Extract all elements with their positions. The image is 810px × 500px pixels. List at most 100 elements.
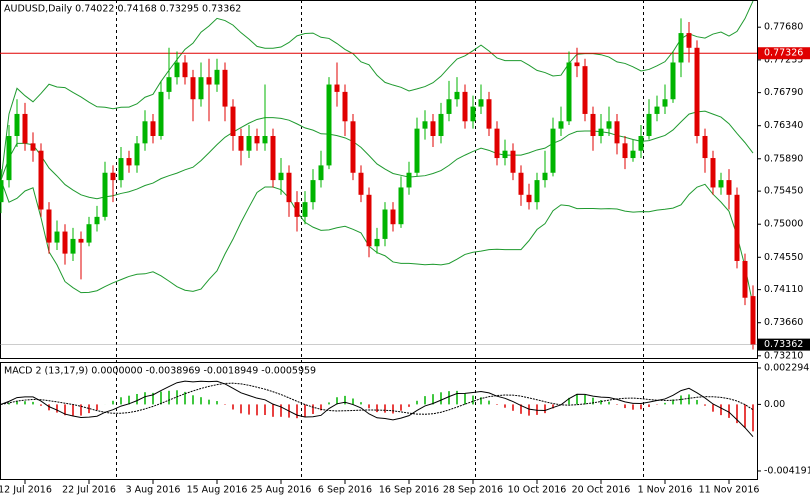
candle-body bbox=[382, 209, 388, 239]
candle-body bbox=[662, 99, 668, 107]
candle-body bbox=[646, 113, 652, 136]
x-tick-label: 15 Aug 2016 bbox=[187, 485, 248, 496]
candle-body bbox=[542, 172, 548, 181]
candle-body bbox=[606, 121, 612, 129]
candle-body bbox=[518, 172, 524, 195]
candle-body bbox=[446, 99, 452, 114]
candle-body bbox=[414, 128, 420, 173]
candle-body bbox=[310, 180, 316, 203]
candle-body bbox=[590, 113, 596, 136]
candle-body bbox=[118, 158, 124, 181]
y-tick-label: 0.75890 bbox=[764, 153, 803, 164]
candle-body bbox=[182, 62, 188, 78]
bollinger-band bbox=[0, 0, 754, 181]
x-tick-label: 28 Sep 2016 bbox=[443, 485, 503, 496]
candle-body bbox=[438, 113, 444, 136]
candle-body bbox=[46, 209, 52, 243]
bollinger-band bbox=[0, 110, 754, 200]
candle-body bbox=[294, 202, 300, 217]
x-tick-label: 16 Sep 2016 bbox=[379, 485, 439, 496]
x-tick-label: 12 Jul 2016 bbox=[0, 485, 52, 496]
candle-body bbox=[246, 135, 252, 151]
x-tick-label: 10 Oct 2016 bbox=[508, 485, 567, 496]
y2-tick-label: 0.002294 bbox=[764, 362, 809, 373]
candle-body bbox=[126, 158, 132, 166]
period-separators bbox=[116, 0, 644, 480]
y-tick-label: 0.73660 bbox=[764, 317, 803, 328]
candle-body bbox=[582, 66, 588, 114]
x-tick-label: 20 Oct 2016 bbox=[572, 485, 631, 496]
candle-body bbox=[270, 135, 276, 181]
candle-body bbox=[406, 172, 412, 188]
candle-body bbox=[502, 150, 508, 159]
candle-body bbox=[470, 106, 476, 122]
candle-body bbox=[142, 121, 148, 144]
y-tick-label: 0.75000 bbox=[764, 219, 803, 230]
candle-body bbox=[222, 69, 228, 107]
candle-body bbox=[334, 84, 340, 92]
candle-body bbox=[654, 106, 660, 114]
level-label: 0.77326 bbox=[764, 48, 803, 59]
candle-body bbox=[510, 150, 516, 173]
candle-body bbox=[454, 91, 460, 100]
candle-body bbox=[734, 194, 740, 261]
candle-body bbox=[190, 77, 196, 100]
y-tick-label: 0.77680 bbox=[764, 22, 803, 33]
macd-panel-frame bbox=[0, 362, 758, 480]
candle-body bbox=[86, 224, 92, 243]
candle-body bbox=[198, 77, 204, 100]
x-tick-label: 22 Jul 2016 bbox=[62, 485, 116, 496]
candle-body bbox=[110, 172, 116, 181]
y-tick-label: 0.73210 bbox=[764, 350, 803, 361]
candle-body bbox=[614, 121, 620, 144]
x-tick-label: 3 Aug 2016 bbox=[126, 485, 181, 496]
candle-body bbox=[742, 260, 748, 298]
candle-body bbox=[326, 84, 332, 166]
candle-body bbox=[206, 77, 212, 85]
candle-body bbox=[374, 238, 380, 247]
candle-body bbox=[30, 143, 36, 151]
candle-body bbox=[158, 91, 164, 136]
y-tick-label: 0.74550 bbox=[764, 252, 803, 263]
candle-body bbox=[422, 121, 428, 129]
candle-body bbox=[390, 209, 396, 225]
chart-title: AUDUSD,Daily 0.74022 0.74168 0.73295 0.7… bbox=[4, 4, 241, 15]
candle-body bbox=[6, 135, 12, 181]
candle-body bbox=[262, 135, 268, 144]
candle-body bbox=[534, 180, 540, 203]
y-tick-label: 0.75450 bbox=[764, 186, 803, 197]
candle-body bbox=[494, 128, 500, 159]
y-tick-label: 0.76790 bbox=[764, 87, 803, 98]
candle-body bbox=[550, 128, 556, 173]
candle-body bbox=[22, 113, 28, 144]
bid-label-box bbox=[758, 338, 810, 351]
candle-body bbox=[478, 99, 484, 107]
candle-body bbox=[630, 150, 636, 159]
candle-body bbox=[54, 231, 60, 243]
candle-body bbox=[558, 121, 564, 129]
candle-body bbox=[566, 62, 572, 122]
candle-body bbox=[430, 121, 436, 136]
candle-body bbox=[726, 180, 732, 195]
candle-body bbox=[574, 62, 580, 67]
candle-body bbox=[78, 238, 84, 243]
candle-body bbox=[214, 69, 220, 85]
candle-body bbox=[254, 135, 260, 144]
candle-body bbox=[678, 33, 684, 63]
candle-body bbox=[358, 172, 364, 195]
candle-body bbox=[718, 180, 724, 188]
x-tick-label: 25 Aug 2016 bbox=[251, 485, 312, 496]
macd-line bbox=[0, 380, 754, 438]
x-tick-label: 11 Nov 2016 bbox=[699, 485, 760, 496]
candle-body bbox=[278, 172, 284, 181]
candle-body bbox=[150, 121, 156, 136]
candle-body bbox=[102, 172, 108, 217]
y-tick-label: 0.76340 bbox=[764, 120, 803, 131]
candle-body bbox=[598, 128, 604, 136]
candle-body bbox=[710, 158, 716, 188]
candle-body bbox=[134, 143, 140, 166]
candle-body bbox=[94, 216, 100, 225]
candle-body bbox=[318, 165, 324, 181]
